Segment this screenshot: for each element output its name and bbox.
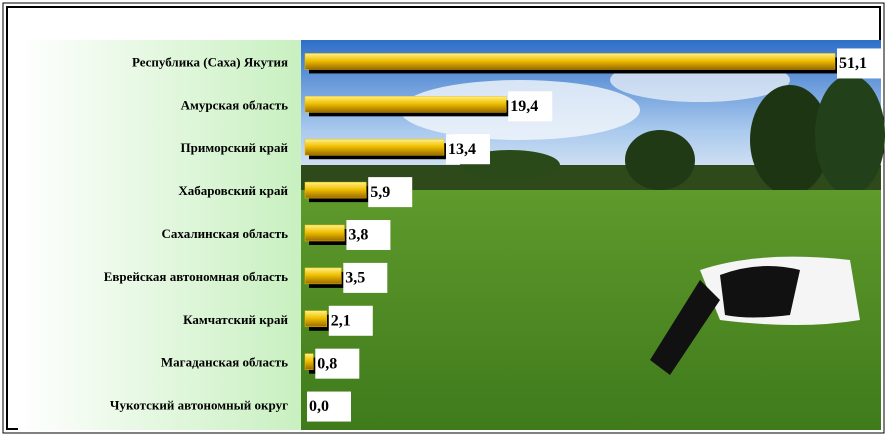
bar — [304, 96, 507, 113]
category-label: Чукотский автономный округ — [110, 398, 288, 413]
value-label: 5,9 — [370, 184, 390, 201]
value-label: 0,0 — [309, 398, 329, 415]
bar — [304, 267, 342, 285]
value-label: 13,4 — [448, 141, 476, 158]
bar-shadow — [309, 357, 320, 374]
category-label: Приморский край — [181, 140, 289, 155]
value-label-box — [307, 391, 351, 422]
value-label-box — [346, 220, 391, 250]
value-label: 51,1 — [839, 55, 867, 72]
value-label: 3,8 — [348, 227, 368, 244]
value-label-box — [315, 348, 360, 379]
value-label: 19,4 — [510, 98, 538, 115]
frame-outer — [2, 2, 885, 434]
bar — [304, 53, 836, 70]
category-label: Камчатский край — [183, 312, 288, 327]
category-label: Магаданская область — [161, 355, 288, 370]
value-label: 0,8 — [317, 355, 337, 372]
category-label: Республика (Саха) Якутия — [132, 54, 288, 69]
bar — [304, 353, 314, 370]
value-label-box — [343, 262, 388, 293]
value-label-box — [508, 91, 553, 122]
category-label: Амурская область — [181, 97, 288, 112]
bar — [304, 310, 328, 328]
value-label-box — [328, 305, 373, 336]
value-label: 2,1 — [331, 312, 351, 329]
category-label: Еврейская автономная область — [104, 269, 288, 284]
bar — [304, 181, 367, 199]
value-label-box — [368, 177, 413, 208]
label-panel — [18, 40, 301, 430]
bar — [304, 224, 345, 242]
value-label-box — [445, 134, 490, 165]
bar — [304, 138, 445, 156]
category-label: Хабаровский край — [178, 183, 288, 198]
value-label: 3,5 — [345, 270, 365, 287]
category-label: Сахалинская область — [162, 226, 289, 241]
value-label-box — [837, 48, 881, 79]
